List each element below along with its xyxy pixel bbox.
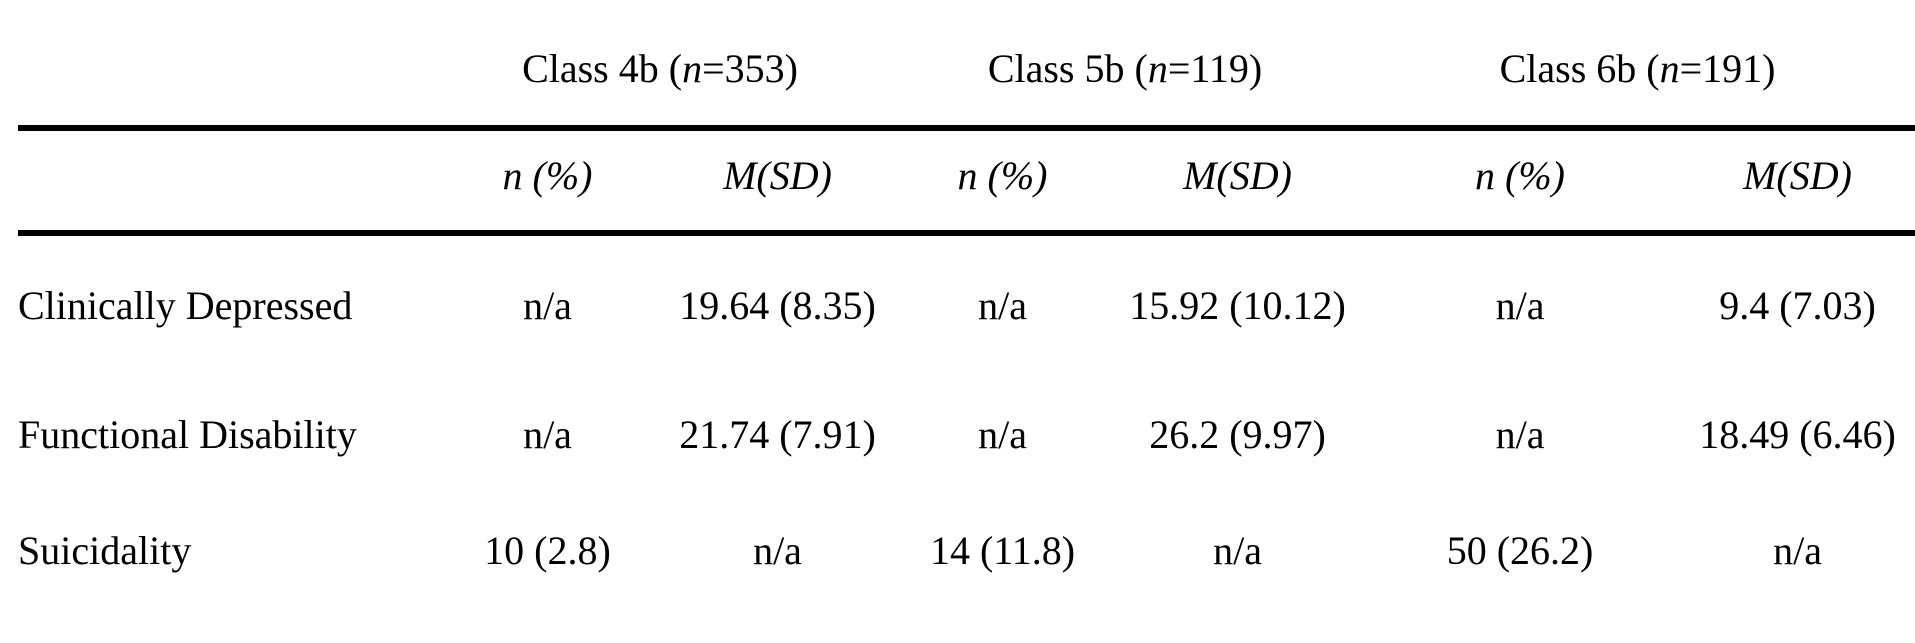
group-prefix: Class 4b (: [522, 46, 683, 91]
subheader-spacer: [18, 128, 430, 236]
column-group-class-4b: Class 4b (n=353): [430, 0, 891, 131]
cell-class5b-n-pct: n/a: [978, 411, 1027, 457]
cell-class5b-n-pct: 14 (11.8): [929, 527, 1076, 573]
subheader-msd-class-5b: M(SD): [1115, 128, 1361, 236]
subheader-msd-class-4b: M(SD): [665, 128, 891, 236]
column-group-class-5b: Class 5b (n=119): [890, 0, 1361, 131]
cell-class5b-msd: 26.2 (9.97): [1149, 411, 1326, 457]
cell-class4b-n-pct: n/a: [523, 282, 572, 328]
group-n-italic: n: [1659, 46, 1680, 91]
cell-class6b-n-pct: n/a: [1495, 411, 1545, 457]
table-row-clinically-depressed: Clinically Depressed n/a 19.64 (8.35) n/…: [18, 233, 1915, 374]
cell-class6b-n-pct: n/a: [1495, 282, 1545, 328]
table-row-suicidality: Suicidality 10 (2.8) n/a 14 (11.8) n/a 5…: [18, 494, 1915, 606]
cell-class6b-n-pct: 50 (26.2): [1446, 527, 1594, 573]
row-label: Suicidality: [18, 527, 192, 573]
subheader-n-pct-class-5b: n (%): [890, 128, 1116, 236]
group-suffix: =353): [702, 46, 798, 91]
cell-class4b-msd: 19.64 (8.35): [679, 282, 876, 328]
class-statistics-table: Class 4b (n=353) Class 5b (n=119) Class …: [18, 0, 1915, 606]
table-row-functional-disability: Functional Disability n/a 21.74 (7.91) n…: [18, 374, 1915, 494]
cell-class5b-msd: n/a: [1213, 527, 1262, 573]
cell-class6b-msd: 9.4 (7.03): [1719, 282, 1876, 328]
column-group-header-row: Class 4b (n=353) Class 5b (n=119) Class …: [18, 0, 1915, 131]
column-group-class-6b: Class 6b (n=191): [1360, 0, 1915, 131]
row-label: Clinically Depressed: [18, 282, 353, 328]
cell-class4b-msd: n/a: [753, 527, 802, 573]
group-n-italic: n: [1147, 46, 1168, 91]
cell-class4b-n-pct: n/a: [523, 411, 572, 457]
subheader-n-pct-class-6b: n (%): [1360, 128, 1681, 236]
group-prefix: Class 6b (: [1499, 46, 1660, 91]
group-n-italic: n: [682, 46, 703, 91]
subheader-msd-class-6b: M(SD): [1680, 128, 1915, 236]
cell-class4b-msd: 21.74 (7.91): [679, 411, 876, 457]
cell-class5b-msd: 15.92 (10.12): [1129, 282, 1346, 328]
subheader-row: n (%) M(SD) n (%) M(SD) n (%) M(SD): [18, 128, 1915, 236]
cell-class6b-msd: n/a: [1773, 527, 1822, 573]
group-suffix: =119): [1167, 46, 1263, 91]
cell-class5b-n-pct: n/a: [978, 282, 1027, 328]
row-label: Functional Disability: [18, 411, 357, 457]
subheader-n-pct-class-4b: n (%): [430, 128, 665, 236]
cell-class4b-n-pct: 10 (2.8): [484, 527, 611, 573]
corner-spacer: [18, 0, 430, 131]
group-suffix: =191): [1679, 46, 1776, 91]
group-prefix: Class 5b (: [987, 46, 1148, 91]
cell-class6b-msd: 18.49 (6.46): [1699, 411, 1896, 457]
